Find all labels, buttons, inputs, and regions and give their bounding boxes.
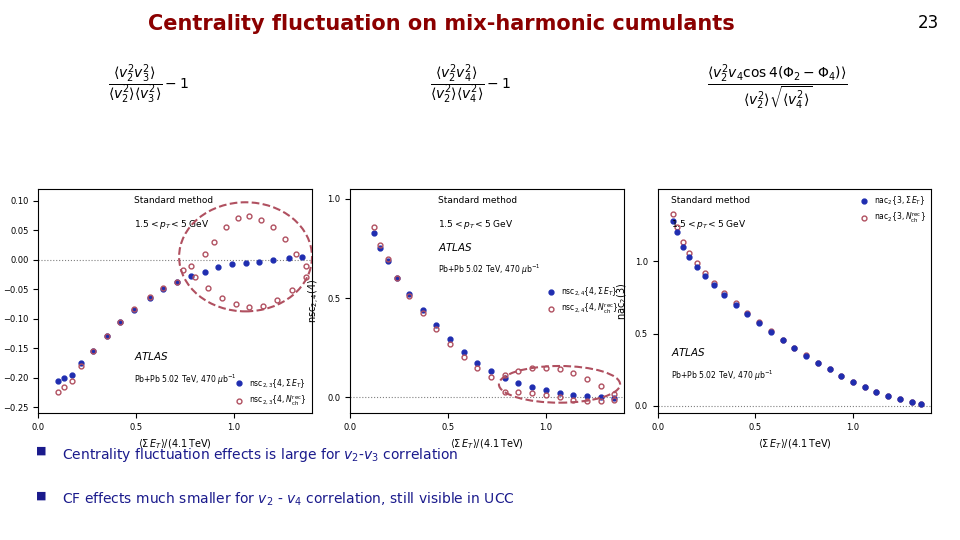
Text: ■: ■ (36, 490, 47, 501)
Text: $1.5<p_T<5$ GeV: $1.5<p_T<5$ GeV (671, 218, 747, 231)
X-axis label: $\langle \Sigma\, E_T \rangle/(4.1\,\mathrm{TeV})$: $\langle \Sigma\, E_T \rangle/(4.1\,\mat… (450, 437, 524, 451)
Text: CF effects much smaller for $v_2$ - $v_4$ correlation, still visible in UCC: CF effects much smaller for $v_2$ - $v_4… (62, 490, 516, 508)
Text: $\dfrac{\langle v_2^2 v_4 \cos 4(\Phi_2 - \Phi_4) \rangle}{\langle v_2^2 \rangle: $\dfrac{\langle v_2^2 v_4 \cos 4(\Phi_2 … (708, 62, 848, 112)
Text: Standard method: Standard method (134, 195, 213, 205)
Legend: $\mathrm{nsc}_{2,4}\{4,\Sigma\,E_T\}$, $\mathrm{nsc}_{2,4}\{4,N_\mathrm{ch}^\mat: $\mathrm{nsc}_{2,4}\{4,\Sigma\,E_T\}$, $… (546, 284, 620, 318)
Text: $\mathbf{\mathit{ATLAS}}$: $\mathbf{\mathit{ATLAS}}$ (134, 350, 169, 362)
Text: Standard method: Standard method (671, 195, 751, 205)
Y-axis label: $\mathrm{nsc}_{2,4}(4)$: $\mathrm{nsc}_{2,4}(4)$ (307, 279, 322, 323)
Text: Pb+Pb 5.02 TeV, 470 $\mu\mathrm{b}^{-1}$: Pb+Pb 5.02 TeV, 470 $\mu\mathrm{b}^{-1}$ (671, 368, 774, 383)
X-axis label: $\langle \Sigma\, E_T \rangle/(4.1\,\mathrm{TeV})$: $\langle \Sigma\, E_T \rangle/(4.1\,\mat… (757, 437, 831, 451)
Text: $1.5<p_T<5$ GeV: $1.5<p_T<5$ GeV (134, 218, 209, 231)
Text: $\mathbf{\mathit{ATLAS}}$: $\mathbf{\mathit{ATLAS}}$ (438, 240, 473, 253)
Text: Standard method: Standard method (438, 195, 517, 205)
Legend: $\mathrm{nsc}_{2,3}\{4,\Sigma\,E_T\}$, $\mathrm{nsc}_{2,3}\{4,N_\mathrm{ch}^\mat: $\mathrm{nsc}_{2,3}\{4,\Sigma\,E_T\}$, $… (234, 376, 308, 409)
Y-axis label: $\mathrm{nac}_2(3)$: $\mathrm{nac}_2(3)$ (615, 282, 629, 320)
Text: Pb+Pb 5.02 TeV, 470 $\mu\mathrm{b}^{-1}$: Pb+Pb 5.02 TeV, 470 $\mu\mathrm{b}^{-1}$ (438, 263, 540, 278)
Text: $\dfrac{\langle v_2^2 v_4^2 \rangle}{\langle v_2^2 \rangle \langle v_4^2 \rangle: $\dfrac{\langle v_2^2 v_4^2 \rangle}{\la… (430, 62, 511, 106)
Text: Centrality fluctuation on mix-harmonic cumulants: Centrality fluctuation on mix-harmonic c… (148, 14, 735, 33)
Text: $\dfrac{\langle v_2^2 v_3^2 \rangle}{\langle v_2^2 \rangle \langle v_3^2 \rangle: $\dfrac{\langle v_2^2 v_3^2 \rangle}{\la… (108, 62, 189, 106)
Text: $1.5<p_T<5$ GeV: $1.5<p_T<5$ GeV (438, 218, 514, 231)
Text: $\mathbf{\mathit{ATLAS}}$: $\mathbf{\mathit{ATLAS}}$ (671, 346, 707, 358)
Text: Centrality fluctuation effects is large for $v_2$-$v_3$ correlation: Centrality fluctuation effects is large … (62, 446, 459, 463)
Text: 23: 23 (918, 14, 939, 31)
X-axis label: $\langle \Sigma\, E_T \rangle/(4.1\,\mathrm{TeV})$: $\langle \Sigma\, E_T \rangle/(4.1\,\mat… (138, 437, 212, 451)
Legend: $\mathrm{nac}_2\{3,\Sigma\,E_T\}$, $\mathrm{nac}_2\{3,N_\mathrm{ch}^\mathrm{rec}: $\mathrm{nac}_2\{3,\Sigma\,E_T\}$, $\mat… (858, 193, 927, 227)
Text: Pb+Pb 5.02 TeV, 470 $\mu\mathrm{b}^{-1}$: Pb+Pb 5.02 TeV, 470 $\mu\mathrm{b}^{-1}$ (134, 373, 237, 387)
Text: ■: ■ (36, 446, 47, 456)
